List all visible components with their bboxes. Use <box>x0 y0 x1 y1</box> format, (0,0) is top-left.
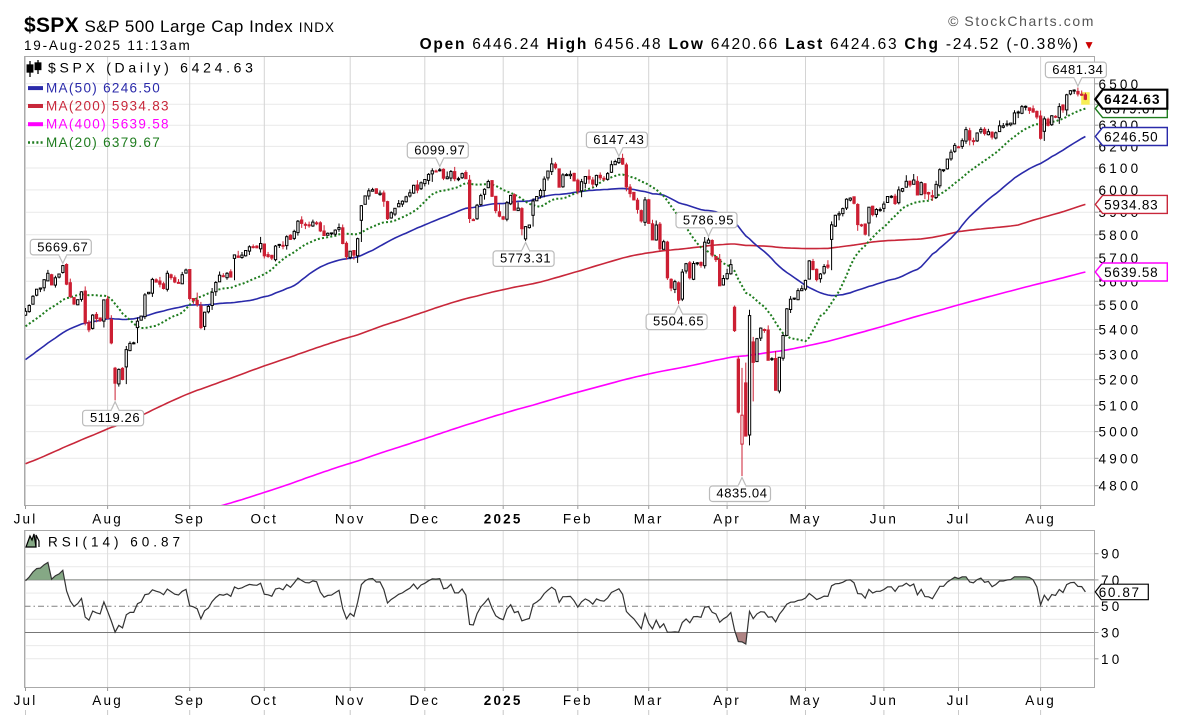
svg-text:Apr: Apr <box>713 512 741 527</box>
svg-text:Feb: Feb <box>563 693 593 708</box>
svg-text:$SPX (Daily) 6424.63: $SPX (Daily) 6424.63 <box>48 60 257 76</box>
svg-text:MA(50) 6246.50: MA(50) 6246.50 <box>46 81 161 96</box>
svg-text:6147.43: 6147.43 <box>593 132 644 147</box>
svg-text:4835.04: 4835.04 <box>716 486 767 501</box>
svg-text:5500: 5500 <box>1099 298 1142 313</box>
svg-text:Aug: Aug <box>1025 512 1056 527</box>
svg-text:6100: 6100 <box>1099 161 1142 176</box>
svg-text:5400: 5400 <box>1099 323 1142 338</box>
svg-text:MA(200) 5934.83: MA(200) 5934.83 <box>46 99 170 114</box>
svg-text:Jul: Jul <box>14 693 38 708</box>
svg-text:May: May <box>789 693 821 708</box>
svg-text:30: 30 <box>1101 626 1122 641</box>
svg-text:Jul: Jul <box>14 512 38 527</box>
svg-text:5639.58: 5639.58 <box>1104 265 1158 280</box>
svg-text:2025: 2025 <box>484 693 523 708</box>
svg-text:5700: 5700 <box>1099 251 1142 266</box>
svg-text:Feb: Feb <box>563 512 593 527</box>
svg-text:Nov: Nov <box>335 512 366 527</box>
svg-text:Sep: Sep <box>174 512 205 527</box>
svg-text:Mar: Mar <box>634 512 664 527</box>
svg-text:6099.97: 6099.97 <box>414 143 465 158</box>
svg-text:MA(20) 6379.67: MA(20) 6379.67 <box>46 135 161 150</box>
svg-text:MA(400) 5639.58: MA(400) 5639.58 <box>46 117 170 132</box>
svg-text:Aug: Aug <box>92 512 123 527</box>
svg-text:Dec: Dec <box>409 512 440 527</box>
svg-text:90: 90 <box>1101 547 1122 562</box>
svg-text:Aug: Aug <box>1025 693 1056 708</box>
svg-text:Dec: Dec <box>409 693 440 708</box>
svg-text:60.87: 60.87 <box>1099 585 1141 600</box>
svg-text:5000: 5000 <box>1099 425 1142 440</box>
svg-text:6500: 6500 <box>1099 77 1142 92</box>
svg-text:6246.50: 6246.50 <box>1104 130 1158 145</box>
svg-text:5934.83: 5934.83 <box>1104 197 1158 212</box>
svg-text:Oct: Oct <box>250 693 278 708</box>
svg-text:RSI(14) 60.87: RSI(14) 60.87 <box>48 535 184 550</box>
svg-text:50: 50 <box>1101 599 1122 614</box>
svg-text:May: May <box>789 512 821 527</box>
svg-text:5669.67: 5669.67 <box>37 239 88 254</box>
svg-text:6424.63: 6424.63 <box>1104 92 1161 107</box>
svg-text:4900: 4900 <box>1099 451 1142 466</box>
svg-text:10: 10 <box>1101 652 1122 667</box>
svg-text:Apr: Apr <box>713 693 741 708</box>
svg-text:6000: 6000 <box>1099 183 1142 198</box>
svg-text:Oct: Oct <box>250 512 278 527</box>
svg-text:5119.26: 5119.26 <box>90 410 140 425</box>
svg-text:5300: 5300 <box>1099 347 1142 362</box>
svg-text:Mar: Mar <box>634 693 664 708</box>
svg-text:Nov: Nov <box>335 693 366 708</box>
svg-text:Aug: Aug <box>92 693 123 708</box>
svg-text:Jun: Jun <box>870 512 898 527</box>
svg-text:Jul: Jul <box>947 512 971 527</box>
svg-text:5786.95: 5786.95 <box>683 212 734 227</box>
svg-text:2025: 2025 <box>484 512 523 527</box>
svg-text:6481.34: 6481.34 <box>1052 62 1103 77</box>
svg-text:4800: 4800 <box>1099 479 1142 494</box>
svg-text:Jul: Jul <box>947 693 971 708</box>
svg-text:Sep: Sep <box>174 693 205 708</box>
svg-text:5200: 5200 <box>1099 373 1142 388</box>
svg-text:5504.65: 5504.65 <box>653 314 704 329</box>
svg-text:5100: 5100 <box>1099 398 1142 413</box>
svg-text:Jun: Jun <box>870 693 898 708</box>
svg-text:5800: 5800 <box>1099 228 1142 243</box>
svg-text:5773.31: 5773.31 <box>500 250 551 265</box>
